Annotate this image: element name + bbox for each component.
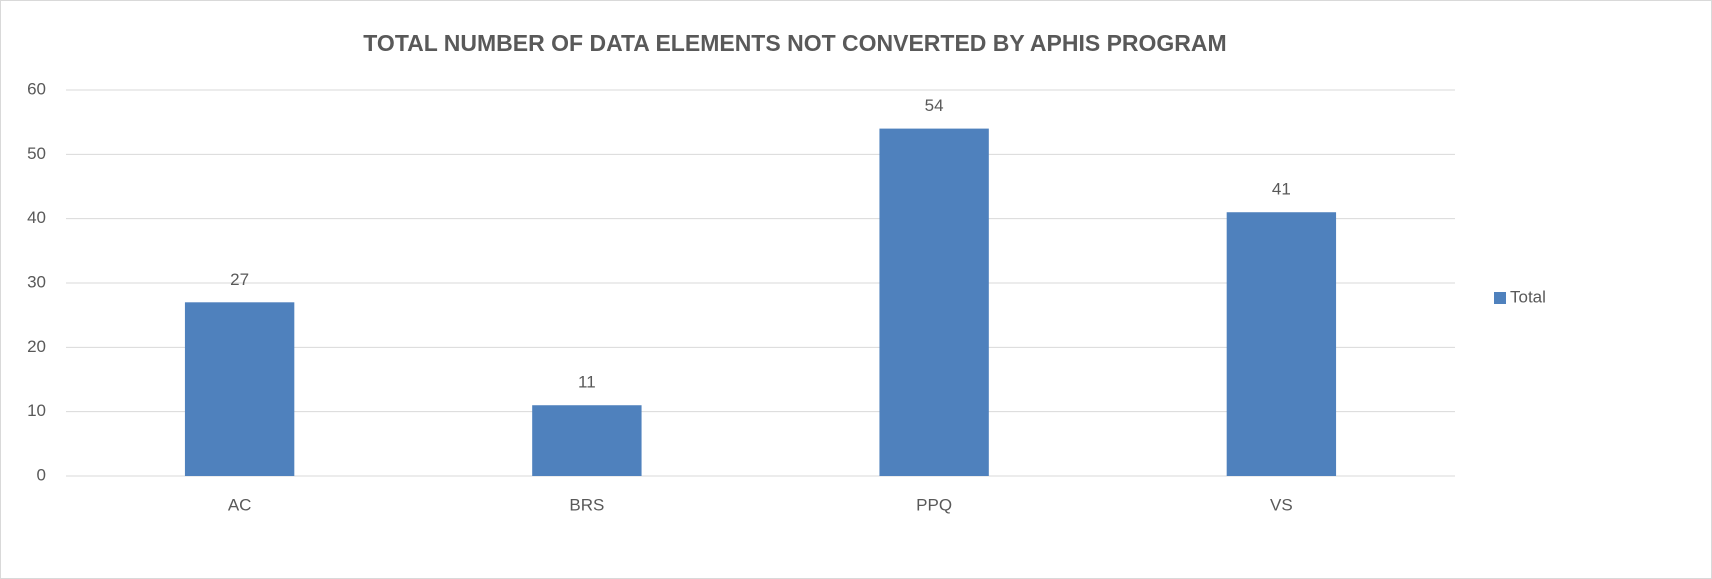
y-tick-label: 50 <box>27 144 46 163</box>
data-label: 11 <box>578 373 596 392</box>
legend-swatch <box>1494 292 1506 304</box>
bar <box>532 405 642 476</box>
bar <box>1226 212 1337 476</box>
bar <box>879 128 989 476</box>
data-label: 41 <box>1272 180 1291 199</box>
chart-title: TOTAL NUMBER OF DATA ELEMENTS NOT CONVER… <box>363 30 1226 56</box>
data-label: 54 <box>925 96 944 115</box>
legend-label: Total <box>1510 287 1546 306</box>
data-label: 27 <box>230 270 249 289</box>
y-tick-label: 60 <box>27 79 46 98</box>
x-tick-label: BRS <box>569 495 604 514</box>
x-tick-label: PPQ <box>916 495 952 514</box>
y-tick-label: 10 <box>27 401 46 420</box>
y-tick-label: 20 <box>27 337 46 356</box>
y-tick-label: 30 <box>27 272 46 291</box>
x-tick-label: AC <box>228 495 252 514</box>
x-tick-label: VS <box>1270 495 1293 514</box>
bar <box>184 302 295 476</box>
y-tick-label: 40 <box>27 208 46 227</box>
y-tick-label: 0 <box>37 465 46 484</box>
